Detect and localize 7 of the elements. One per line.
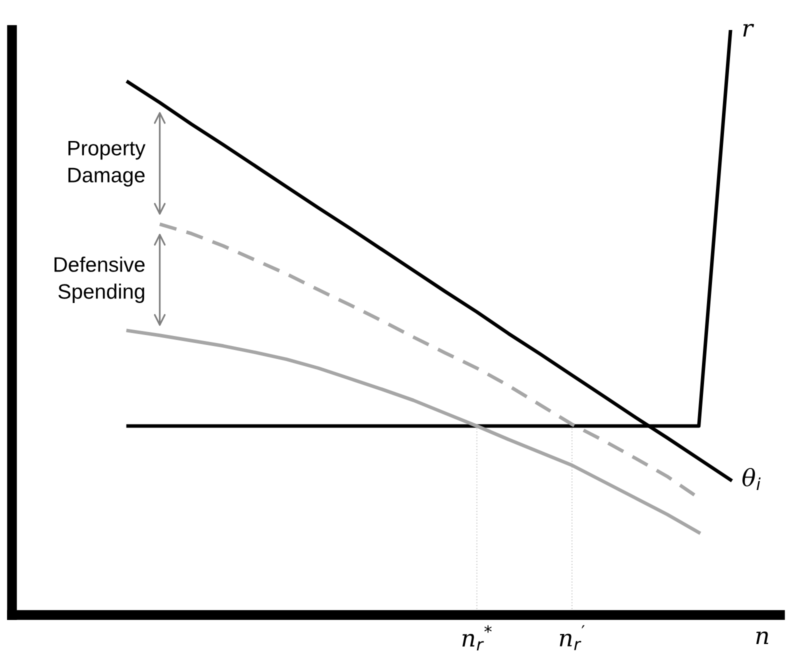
series-label: θ$_{i}$ bbox=[742, 468, 761, 490]
x-tick-label: n$_{r}$$^{*}$ bbox=[462, 625, 492, 650]
annotation: Defensive Spending bbox=[54, 256, 145, 303]
annotation: Property Damage bbox=[68, 140, 146, 187]
x-tick-label: n$_{r}$$^{′}$ bbox=[560, 625, 585, 650]
x-tick-label: n bbox=[756, 631, 768, 644]
series-label: r bbox=[743, 24, 754, 37]
